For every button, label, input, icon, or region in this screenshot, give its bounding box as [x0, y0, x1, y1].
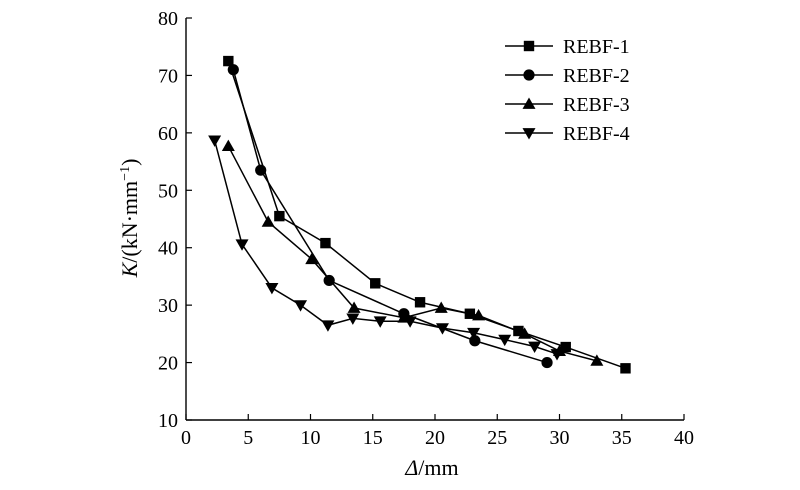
series-line: [227, 145, 598, 362]
data-point: [550, 349, 564, 361]
data-point: [274, 210, 285, 222]
data-point: [590, 354, 604, 366]
y-axis-title: K/(kN·mm−1): [117, 159, 142, 279]
data-point: [208, 135, 222, 147]
x-tick-label: 20: [425, 427, 445, 449]
data-point: [235, 239, 249, 251]
data-point: [255, 164, 267, 176]
legend-label: REBF-4: [563, 123, 630, 145]
axes: 0 5 10 15 20 25 30 35 40 10 20 30 40 50 60 70 80: [158, 8, 694, 449]
legend-item: REBF-4: [505, 123, 630, 145]
data-point: [261, 215, 275, 227]
y-tick-label: 50: [158, 180, 178, 202]
data-point: [227, 64, 239, 76]
data-point: [541, 356, 553, 369]
legend-marker: [523, 69, 535, 81]
series-line: [232, 69, 548, 364]
legend-label: REBF-3: [563, 94, 630, 116]
data-point: [414, 297, 426, 308]
data-point: [434, 301, 448, 313]
legend: REBF-1 REBF-2 REBF-3 REBF-4: [505, 36, 630, 145]
series-rebf-4: [208, 135, 564, 361]
data-point: [370, 278, 381, 289]
x-tick-label: 15: [363, 427, 383, 449]
legend-item: REBF-1: [505, 36, 630, 58]
legend-marker: [523, 40, 535, 52]
data-point: [435, 323, 449, 335]
y-tick-label: 30: [158, 295, 178, 317]
data-point: [347, 301, 361, 313]
x-tick-label: 35: [612, 427, 632, 449]
x-axis-title: Δ/mm: [404, 455, 458, 480]
series-layer: [208, 55, 631, 374]
x-tick-label: 30: [550, 427, 570, 449]
x-tick-label: 0: [181, 427, 191, 449]
legend-label: REBF-2: [563, 65, 630, 87]
x-tick-label: 40: [674, 427, 694, 449]
y-tick-label: 10: [158, 410, 178, 432]
data-point: [472, 308, 486, 321]
data-point: [467, 327, 481, 340]
data-point: [560, 341, 571, 353]
data-point: [620, 363, 631, 374]
y-tick-label: 80: [158, 8, 178, 30]
data-point: [403, 316, 417, 328]
legend-item: REBF-3: [505, 94, 630, 116]
data-point: [321, 320, 335, 332]
legend-marker: [522, 128, 536, 140]
legend-label: REBF-1: [563, 36, 630, 58]
legend-item: REBF-2: [505, 65, 630, 87]
data-point: [265, 283, 279, 295]
data-point: [221, 139, 235, 151]
y-tick-label: 70: [158, 65, 178, 87]
data-point: [469, 335, 481, 347]
legend-marker: [522, 97, 536, 109]
data-point: [373, 316, 387, 328]
data-point: [223, 55, 234, 67]
y-tick-label: 60: [158, 123, 178, 145]
data-point: [346, 313, 360, 325]
y-tick-label: 40: [158, 238, 178, 260]
data-point: [498, 334, 512, 347]
data-point: [294, 300, 308, 312]
x-tick-label: 10: [301, 427, 321, 449]
y-axis-exponent: −1: [118, 166, 133, 181]
x-tick-label: 5: [243, 427, 253, 449]
data-point: [305, 252, 319, 265]
data-point: [518, 327, 532, 339]
x-tick-label: 25: [487, 427, 507, 449]
series-line: [213, 140, 558, 355]
y-tick-label: 20: [158, 353, 178, 375]
data-point: [528, 341, 542, 353]
data-point: [320, 237, 331, 249]
series-rebf-3: [221, 139, 604, 366]
